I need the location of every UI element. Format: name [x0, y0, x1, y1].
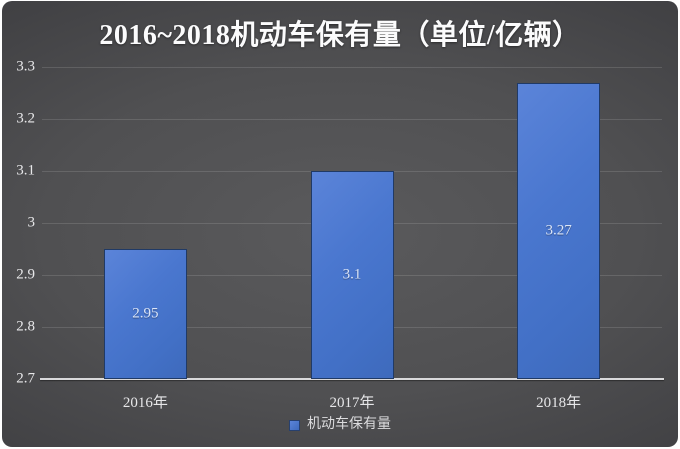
bar: 3.1 [310, 171, 394, 379]
bar: 3.27 [517, 82, 601, 379]
plot-area: 3.3 3.2 3.1 3 2.9 2.8 2.7 2.95 2016年 3.1 2017年 3.27… [16, 59, 664, 411]
y-axis-tick-label: 3.2 [16, 110, 35, 127]
y-axis-tick-label: 2.7 [16, 370, 35, 387]
y-axis-tick-label: 3.3 [16, 58, 35, 75]
y-axis-tick-label: 2.9 [16, 266, 35, 283]
bar-value-label: 3.27 [545, 222, 572, 239]
x-axis-category-label: 2018年 [536, 395, 582, 411]
y-axis-tick-label: 2.8 [16, 318, 35, 335]
y-axis-tick-label: 3 [27, 214, 36, 231]
gridline [42, 67, 662, 68]
x-axis-category-label: 2017年 [329, 395, 375, 411]
bar: 2.95 [103, 249, 187, 379]
x-axis-category-label: 2016年 [122, 395, 168, 411]
y-axis-tick-label: 3.1 [16, 162, 35, 179]
bar-value-label: 2.95 [132, 305, 159, 322]
bar-value-label: 3.1 [342, 266, 362, 283]
legend: 机动车保有量 [2, 418, 678, 432]
legend-marker-icon [289, 419, 300, 431]
legend-label: 机动车保有量 [307, 417, 391, 432]
x-axis-line [40, 378, 664, 380]
chart-title: 2016~2018机动车保有量（单位/亿辆） [99, 20, 581, 51]
gridline [42, 119, 662, 120]
